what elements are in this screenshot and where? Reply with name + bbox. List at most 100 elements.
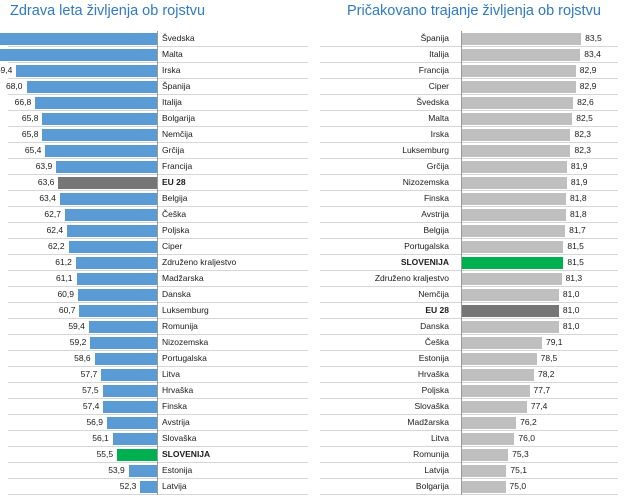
bar-row: Madžarska 76,2	[320, 415, 618, 431]
bar	[102, 384, 157, 397]
bar-row: 63,9 Francija	[8, 159, 308, 175]
bar-row: 62,7 Češka	[8, 207, 308, 223]
bar-row: 56,9 Avstrija	[8, 415, 308, 431]
value-label: 81,9	[570, 176, 588, 187]
value-label: 53,9	[108, 464, 125, 475]
row-divider	[320, 365, 618, 367]
bar	[140, 480, 157, 493]
bar	[90, 336, 157, 349]
bar	[77, 288, 157, 301]
category-label: Madžarska	[407, 416, 449, 427]
category-label: Danska	[420, 320, 449, 331]
bar-row: Estonija 78,5	[320, 351, 618, 367]
value-label: 60,7	[58, 304, 76, 315]
category-label: Estonija	[162, 464, 193, 475]
category-label: Slovaška	[414, 400, 450, 411]
row-divider	[320, 93, 618, 95]
category-label: SLOVENIJA	[162, 448, 211, 459]
category-label: Španija	[420, 32, 449, 43]
value-label: 81,5	[567, 256, 584, 267]
value-label: 65,8	[21, 112, 39, 123]
value-label: 52,3	[119, 480, 137, 491]
bar	[88, 320, 157, 333]
category-label: Luksemburg	[402, 144, 449, 155]
value-label: 66,8	[14, 96, 32, 107]
bar-row: 61,2 Združeno kraljestvo	[8, 255, 308, 271]
bar-row: 57,5 Hrvaška	[8, 383, 308, 399]
bar-row: Belgija 81,7	[320, 223, 618, 239]
bar	[461, 288, 559, 301]
bar-row: EU 28 81,0	[320, 303, 618, 319]
bar-row: Portugalska 81,5	[320, 239, 618, 255]
row-divider	[8, 269, 308, 271]
bar	[461, 80, 576, 93]
bar	[461, 128, 571, 141]
category-label: Portugalska	[162, 352, 207, 363]
bar-row: SLOVENIJA 81,5	[320, 255, 618, 271]
bar	[461, 224, 566, 237]
value-label: 57,4	[82, 400, 100, 411]
row-divider	[320, 269, 618, 271]
bar	[75, 256, 157, 269]
value-label: 59,2	[69, 336, 87, 347]
value-label: 77,7	[533, 384, 551, 395]
bar-row: 58,6 Portugalska	[8, 351, 308, 367]
row-divider	[320, 77, 618, 79]
row-divider	[8, 189, 308, 191]
row-divider	[320, 349, 618, 351]
bar	[461, 400, 527, 413]
bar	[461, 208, 567, 221]
category-label: Ciper	[428, 80, 449, 91]
category-label: Malta	[162, 48, 183, 59]
left-chart-axis	[157, 30, 158, 495]
category-label: Romunija	[162, 320, 198, 331]
row-divider	[320, 477, 618, 479]
value-label: 79,1	[545, 336, 563, 347]
bar	[461, 48, 581, 61]
category-label: Hrvaška	[162, 384, 194, 395]
value-label: 75,0	[509, 480, 527, 491]
row-divider	[8, 381, 308, 383]
row-divider	[8, 445, 308, 447]
value-label: 82,5	[576, 112, 593, 123]
bar	[58, 176, 157, 189]
bar	[0, 32, 157, 45]
row-divider	[8, 61, 308, 63]
category-label: Ciper	[162, 240, 183, 251]
row-divider	[320, 237, 618, 239]
value-label: 81,7	[569, 224, 586, 235]
bar-row: Italija 83,4	[320, 47, 618, 63]
row-divider	[8, 237, 308, 239]
bar-row: 52,3 Latvija	[8, 479, 308, 495]
row-divider	[320, 301, 618, 303]
category-label: Irska	[162, 64, 181, 75]
bar	[461, 320, 559, 333]
row-divider	[320, 45, 618, 47]
bar-row: 57,7 Litva	[8, 367, 308, 383]
bar-row: Grčija 81,9	[320, 159, 618, 175]
category-label: Združeno kraljestvo	[162, 256, 237, 267]
value-label: 76,0	[518, 432, 535, 443]
bar-row: Ciper 82,9	[320, 79, 618, 95]
row-divider	[8, 429, 308, 431]
bar	[16, 64, 157, 77]
row-divider	[8, 45, 308, 47]
value-label: 63,9	[35, 160, 53, 171]
bar	[461, 240, 564, 253]
category-label: Belgija	[423, 224, 449, 235]
category-label: Hrvaška	[417, 368, 449, 379]
category-label: Švedska	[162, 32, 195, 43]
row-divider	[8, 141, 308, 143]
bar	[106, 416, 157, 429]
bar-row: 57,4 Finska	[8, 399, 308, 415]
row-divider	[8, 77, 308, 79]
category-label: Nizozemska	[402, 176, 449, 187]
value-label: 60,9	[57, 288, 74, 299]
row-divider	[8, 413, 308, 415]
value-label: 81,9	[570, 160, 588, 171]
row-divider	[320, 445, 618, 447]
bar	[461, 64, 576, 77]
bar	[461, 32, 582, 45]
bar	[76, 272, 157, 285]
bar-row: 61,1 Madžarska	[8, 271, 308, 287]
